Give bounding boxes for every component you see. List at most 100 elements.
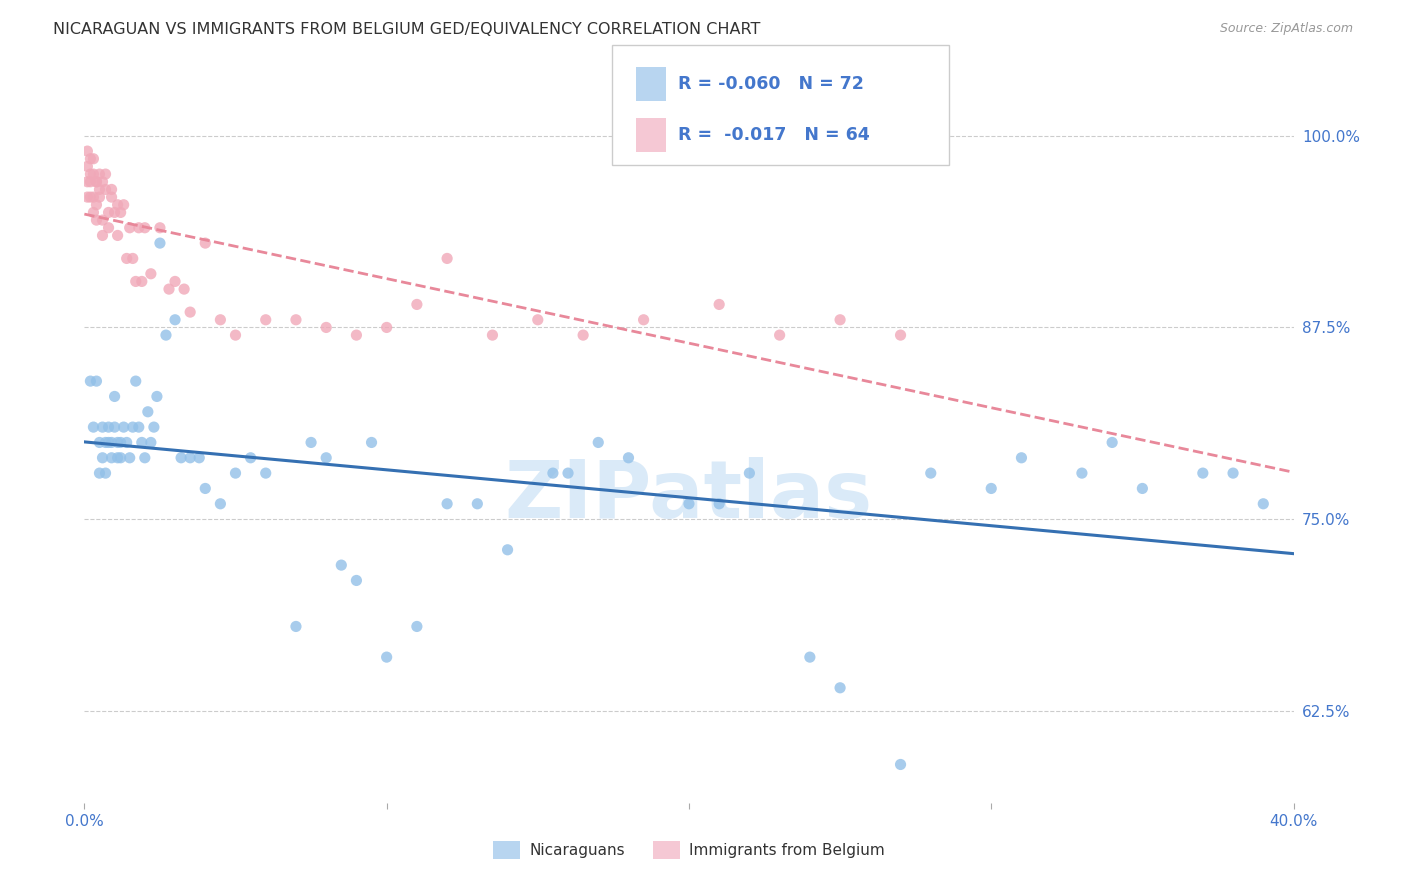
- Point: [76, 175, 98, 189]
- Point: [149, 236, 172, 251]
- Point: [82, 167, 104, 181]
- Point: [285, 312, 308, 326]
- Point: [134, 450, 156, 465]
- Point: [1222, 466, 1244, 480]
- Text: R =  -0.017   N = 64: R = -0.017 N = 64: [678, 126, 869, 144]
- Point: [179, 305, 201, 319]
- Point: [436, 497, 458, 511]
- Point: [118, 450, 141, 465]
- Point: [1253, 497, 1275, 511]
- Point: [94, 182, 117, 196]
- Point: [89, 466, 111, 480]
- Point: [110, 450, 132, 465]
- Point: [179, 450, 201, 465]
- Point: [165, 312, 187, 326]
- Point: [139, 435, 162, 450]
- Point: [541, 466, 564, 480]
- Point: [104, 389, 127, 403]
- Point: [89, 182, 111, 196]
- Point: [128, 420, 150, 434]
- Point: [149, 220, 172, 235]
- Point: [194, 236, 217, 251]
- Point: [107, 228, 129, 243]
- Point: [209, 497, 232, 511]
- Point: [136, 405, 159, 419]
- Point: [100, 450, 122, 465]
- Text: ZIPatlas: ZIPatlas: [505, 457, 873, 534]
- Point: [375, 320, 398, 334]
- Point: [118, 220, 141, 235]
- Point: [142, 420, 165, 434]
- Point: [94, 167, 117, 181]
- Point: [139, 267, 162, 281]
- Point: [830, 312, 852, 326]
- Point: [115, 252, 138, 266]
- Point: [94, 435, 117, 450]
- Point: [375, 650, 398, 665]
- Point: [79, 167, 101, 181]
- Point: [588, 435, 610, 450]
- Point: [89, 190, 111, 204]
- Point: [225, 466, 247, 480]
- Point: [112, 420, 135, 434]
- Point: [79, 152, 101, 166]
- Point: [107, 198, 129, 212]
- Point: [121, 420, 143, 434]
- Point: [1071, 466, 1094, 480]
- Point: [799, 650, 821, 665]
- Point: [79, 190, 101, 204]
- Point: [125, 275, 148, 289]
- Point: [188, 450, 211, 465]
- Point: [82, 420, 104, 434]
- Point: [97, 435, 120, 450]
- Point: [481, 328, 503, 343]
- Point: [406, 619, 429, 633]
- Point: [82, 152, 104, 166]
- Point: [1101, 435, 1123, 450]
- Point: [254, 466, 277, 480]
- Point: [100, 190, 122, 204]
- Text: NICARAGUAN VS IMMIGRANTS FROM BELGIUM GED/EQUIVALENCY CORRELATION CHART: NICARAGUAN VS IMMIGRANTS FROM BELGIUM GE…: [53, 22, 761, 37]
- Point: [1130, 482, 1153, 496]
- Point: [315, 450, 337, 465]
- Point: [254, 312, 277, 326]
- Point: [890, 328, 912, 343]
- Point: [107, 450, 129, 465]
- Point: [617, 450, 640, 465]
- Point: [709, 497, 731, 511]
- Point: [890, 757, 912, 772]
- Point: [346, 574, 368, 588]
- Point: [91, 420, 114, 434]
- Point: [97, 420, 120, 434]
- Point: [82, 205, 104, 219]
- Point: [97, 205, 120, 219]
- Point: [91, 213, 114, 227]
- Point: [830, 681, 852, 695]
- Point: [360, 435, 382, 450]
- Point: [527, 312, 550, 326]
- Point: [146, 389, 169, 403]
- Point: [97, 220, 120, 235]
- Point: [100, 435, 122, 450]
- Point: [633, 312, 655, 326]
- Point: [346, 328, 368, 343]
- Point: [157, 282, 180, 296]
- Point: [1011, 450, 1033, 465]
- Point: [769, 328, 792, 343]
- Point: [110, 205, 132, 219]
- Point: [134, 220, 156, 235]
- Point: [239, 450, 262, 465]
- Point: [94, 466, 117, 480]
- Point: [285, 619, 308, 633]
- Point: [738, 466, 761, 480]
- Point: [82, 190, 104, 204]
- Point: [406, 297, 429, 311]
- Point: [76, 160, 98, 174]
- Point: [170, 450, 193, 465]
- Point: [86, 213, 108, 227]
- Legend: Nicaraguans, Immigrants from Belgium: Nicaraguans, Immigrants from Belgium: [486, 835, 891, 864]
- Point: [89, 167, 111, 181]
- Point: [121, 252, 143, 266]
- Point: [86, 175, 108, 189]
- Point: [125, 374, 148, 388]
